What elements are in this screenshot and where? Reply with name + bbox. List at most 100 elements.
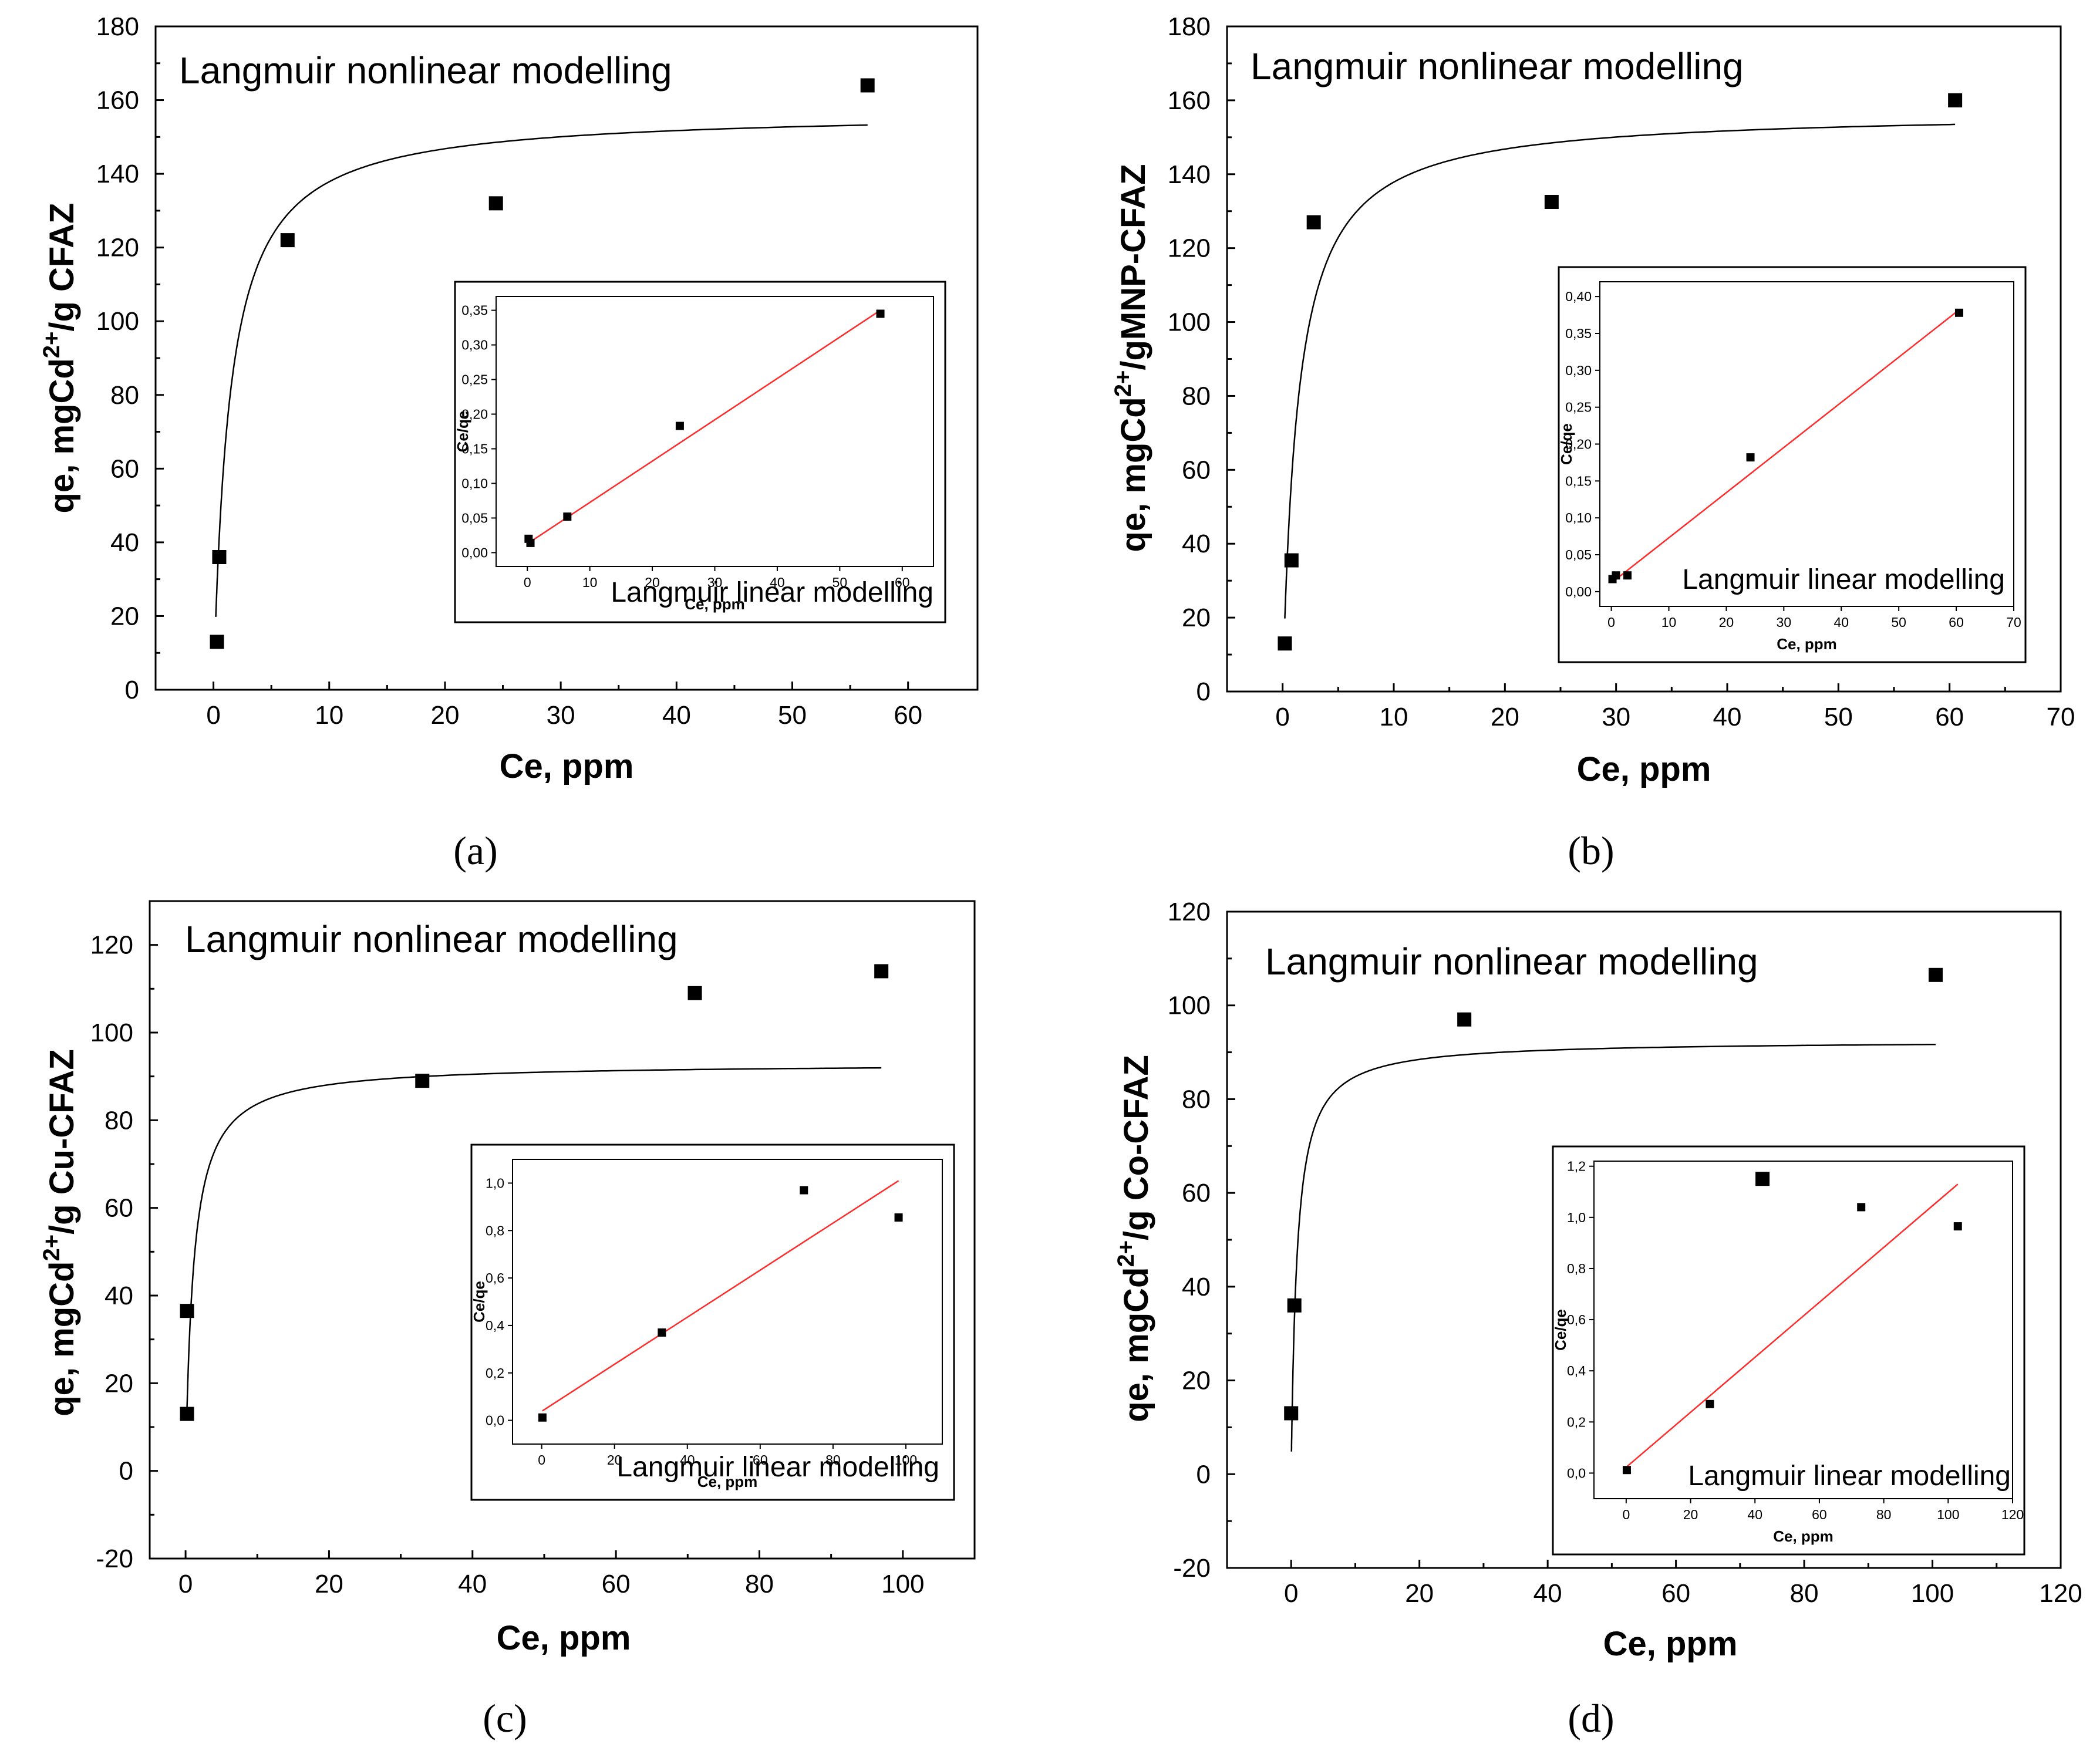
inset-x-tick-label: 40 xyxy=(770,575,785,590)
data-point xyxy=(1284,1406,1299,1421)
data-point xyxy=(1929,967,1943,982)
data-point xyxy=(1948,93,1963,107)
y-tick-label: 180 xyxy=(1168,12,1211,41)
inset-y-tick-label: 0,30 xyxy=(1565,363,1592,378)
y-axis-label-suffix: /g Co-CFAZ xyxy=(1117,1055,1155,1240)
x-tick-label: 80 xyxy=(1790,1579,1819,1608)
inset-x-tick-label: 20 xyxy=(1719,615,1734,630)
inset-x-tick-label: 80 xyxy=(825,1452,841,1468)
inset-y-tick-label: 0,0 xyxy=(1567,1465,1586,1480)
y-tick-label: 160 xyxy=(1168,86,1211,115)
y-tick-label: 80 xyxy=(1182,1085,1211,1114)
data-point xyxy=(874,964,889,979)
inset-y-tick-label: 0,4 xyxy=(1567,1363,1586,1378)
inset-x-tick-label: 60 xyxy=(1812,1507,1827,1522)
inset-data-point xyxy=(1612,571,1620,580)
y-tick-label: 40 xyxy=(110,528,139,557)
y-axis-label: qe, mgCd2+/gMNP-CFAZ xyxy=(1110,164,1152,552)
inset-x-tick-label: 40 xyxy=(680,1452,695,1468)
inset-annotation: Langmuir linear modelling xyxy=(1682,564,2005,595)
inset-x-axis-label: Ce, ppm xyxy=(697,1473,758,1490)
y-tick-label: 40 xyxy=(1182,1273,1211,1301)
y-axis-label: qe, mgCd2+/g Co-CFAZ xyxy=(1113,1055,1155,1422)
x-axis-label: Ce, ppm xyxy=(497,1619,631,1657)
inset-x-axis-label: Ce, ppm xyxy=(1777,635,1837,653)
x-tick-label: 70 xyxy=(2047,703,2075,731)
y-axis-label: qe, mgCd2+/g Cu-CFAZ xyxy=(39,1049,81,1416)
y-tick-label: 140 xyxy=(1168,160,1211,189)
x-tick-label: 60 xyxy=(602,1570,631,1598)
inset-y-tick-label: 0,25 xyxy=(1565,400,1592,415)
inset-x-tick-label: 40 xyxy=(1834,615,1849,630)
inset-x-tick-label: 0 xyxy=(1607,615,1615,630)
y-axis-label-prefix: qe, mgCd xyxy=(1114,397,1152,552)
y-axis-label-sup: 2+ xyxy=(1110,370,1136,397)
y-axis-label-suffix: /g Cu-CFAZ xyxy=(43,1049,81,1235)
linear-fit-line xyxy=(1626,1183,1959,1468)
inset-data-point xyxy=(894,1213,903,1222)
y-tick-label: 140 xyxy=(96,160,139,188)
y-tick-label: 0 xyxy=(119,1457,133,1486)
panel-a: 0 10 20 30 40 50 60020406080100120140160180Ce,… xyxy=(39,12,979,873)
y-tick-label: 40 xyxy=(105,1281,133,1310)
plot-frame xyxy=(149,900,976,1560)
inset-a: 0 10 20 30 40 50 60 0,00 0,05 0,10 0,15 0,20 0,25 0,3… xyxy=(454,281,946,623)
inset-axes xyxy=(512,1159,943,1445)
inset-frame xyxy=(470,1144,955,1501)
y-tick-label: 60 xyxy=(105,1194,133,1223)
langmuir-fit-curve xyxy=(1290,1043,1936,1452)
data-point xyxy=(1284,553,1299,568)
y-axis-label-prefix: qe, mgCd xyxy=(43,358,81,513)
y-tick-label: 120 xyxy=(90,931,133,960)
inset-x-tick-label: 50 xyxy=(1891,615,1906,630)
inset-x-tick-label: 30 xyxy=(707,575,723,590)
inset-y-tick-label: 0,00 xyxy=(461,545,488,560)
inset-annotation: Langmuir linear modelling xyxy=(1688,1461,2011,1492)
inset-data-point xyxy=(526,538,535,547)
x-tick-label: 50 xyxy=(1824,703,1853,731)
inset-x-tick-label: 30 xyxy=(1777,615,1792,630)
x-tick-label: 20 xyxy=(315,1570,343,1598)
x-axis-label: Ce, ppm xyxy=(1603,1625,1738,1663)
inset-x-tick-label: 0 xyxy=(1622,1507,1630,1522)
x-tick-label: 60 xyxy=(894,701,922,730)
x-tick-label: 10 xyxy=(315,701,343,730)
inset-x-tick-label: 20 xyxy=(1683,1507,1698,1522)
x-tick-label: 10 xyxy=(1380,703,1408,731)
x-tick-label: 30 xyxy=(1602,703,1630,731)
data-point xyxy=(1287,1298,1302,1313)
y-tick-label: -20 xyxy=(1173,1554,1211,1583)
inset-y-tick-label: 0,10 xyxy=(1565,510,1592,525)
inset-c: 0 20 40 60 80 100 0,0 0,2 0,4 0,6 0,8 1,0 Ce, ppm Ce/… xyxy=(470,1144,955,1501)
data-point xyxy=(1278,636,1292,651)
inset-data-point xyxy=(1622,1466,1631,1475)
panel-c: 0 20 40 60 80 100 -20 0 20 40 60 80 100 120 Ce, ppm qe,… xyxy=(39,900,976,1741)
linear-fit-line xyxy=(542,1180,899,1412)
inset-y-tick-label: 0,25 xyxy=(461,372,488,387)
x-tick-label: 0 xyxy=(1284,1579,1298,1608)
y-tick-label: 120 xyxy=(96,234,139,262)
inset-data-point xyxy=(658,1328,666,1337)
inset-x-tick-label: 20 xyxy=(645,575,660,590)
y-tick-label: 40 xyxy=(1182,529,1211,558)
inset-axes xyxy=(1593,1161,2013,1499)
x-tick-label: 100 xyxy=(881,1570,924,1598)
inset-frame xyxy=(1552,1145,2025,1556)
langmuir-fit-curve xyxy=(215,124,868,617)
data-point xyxy=(212,550,227,564)
inset-data-point xyxy=(1953,1222,1962,1231)
y-tick-label: 180 xyxy=(96,12,139,41)
x-tick-label: 60 xyxy=(1661,1579,1690,1608)
y-axis-label-prefix: qe, mgCd xyxy=(43,1262,81,1416)
x-tick-label: 20 xyxy=(1491,703,1519,731)
model-annotation: Langmuir nonlinear modelling xyxy=(1251,45,1744,87)
inset-x-tick-label: 70 xyxy=(2006,615,2021,630)
y-tick-label: 60 xyxy=(1182,456,1211,484)
x-tick-label: 20 xyxy=(430,701,459,730)
inset-x-tick-label: 60 xyxy=(895,575,910,590)
inset-y-tick-label: 0,05 xyxy=(461,510,488,525)
inset-annotation: Langmuir linear modelling xyxy=(611,577,933,608)
inset-x-tick-label: 0 xyxy=(538,1452,545,1468)
inset-data-point xyxy=(1954,308,1963,317)
x-tick-label: 100 xyxy=(1911,1579,1954,1608)
